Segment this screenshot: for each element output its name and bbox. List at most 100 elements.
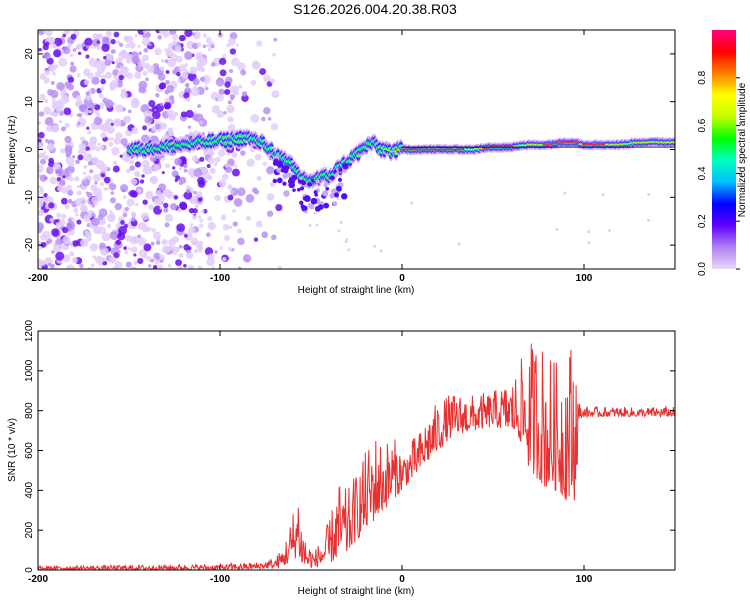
spectrogram-noise-dot [227,158,235,166]
spectrogram-noise-dot [166,109,175,117]
spectrogram-noise-dot [227,38,236,46]
spectrogram-noise-dot [95,146,101,152]
spectrogram-noise-dot [85,45,90,49]
spectrogram-noise-dot [76,219,82,225]
spectrogram-noise-dot [102,260,108,266]
spectrogram-noise-dot [185,97,191,103]
spectrogram-noise-dot [123,143,128,148]
spectrogram-noise-dot [193,168,203,178]
spectrogram-noise-dot [204,179,208,183]
spectrogram-noise-dot [329,193,335,199]
spectrogram-noise-dot [207,47,212,52]
spectrogram-noise-dot [296,187,301,192]
spectrogram-noise-dot [58,57,68,67]
spectrogram-noise-dot [300,204,305,209]
spectrogram-noise-dot [94,104,101,111]
spectrogram-noise-dot [138,86,146,94]
spectrogram-noise-dot [219,246,224,250]
spectrogram-noise-dot [207,216,213,222]
spectrogram-noise-dot [230,85,239,94]
spectrogram-x-tick-label: 0 [399,273,405,284]
spectrogram-noise-dot [250,79,257,86]
spectrogram-noise-dot [114,261,118,265]
figure-title: S126.2026.004.20.38.R03 [293,1,457,17]
spectrogram-noise-dot [197,215,202,219]
spectrogram-noise-dot [38,142,43,151]
spectrogram-noise-dot [99,164,108,172]
spectrogram-noise-dot [111,61,115,65]
spectrogram-noise-dot [172,33,179,41]
spectrogram-noise-dot [86,126,90,130]
spectrogram-y-tick-label: 10 [24,96,35,108]
spectrogram-noise-dot [130,178,138,186]
snr-y-axis-label: SNR (10 * v/v) [7,418,18,482]
spectrogram-noise-dot [231,151,238,158]
spectrogram-noise-dot [185,251,194,259]
spectrogram-noise-dot [276,160,284,168]
spectrogram-noise-dot [100,78,106,85]
spectrogram-noise-dot [69,53,74,57]
snr-x-tick-label: -100 [210,574,230,585]
spectrogram-noise-dot [38,184,41,189]
spectrogram-noise-dot [245,258,249,262]
spectrogram-noise-dot [155,93,160,98]
spectrogram-noise-dot [176,71,181,77]
spectrogram-noise-dot [276,167,282,173]
spectrogram-noise-dot [161,171,165,175]
spectrogram-noise-dot [234,164,238,168]
spectrogram-noise-dot [38,111,45,117]
spectrogram-noise-dot [135,171,139,176]
spectrogram-noise-dot [273,37,278,42]
spectrogram-noise-dot [332,201,338,206]
spectrogram-noise-dot [48,202,55,209]
spectrogram-noise-dot [187,125,192,129]
spectrogram-noise-dot [224,235,231,241]
spectrogram-y-axis-label: Frequency (Hz) [7,116,18,185]
spectrogram-noise-dot [222,223,230,231]
spectrogram-noise-dot [133,260,138,265]
spectrogram-noise-dot [277,266,283,269]
spectrogram-noise-dot [123,35,130,42]
spectrogram-noise-dot [134,71,142,79]
spectrogram-noise-dot [197,104,202,108]
spectrogram-noise-dot [67,227,72,232]
spectrogram-noise-dot [158,156,162,160]
spectrogram-noise-dot [230,187,239,196]
spectrogram-noise-dot [93,116,103,126]
spectrogram-noise-dot [299,200,304,205]
spectrogram-noise-dot [162,191,167,196]
spectrogram-noise-dot [51,102,56,106]
spectrogram-noise-dot [256,175,262,181]
spectrogram-noise-dot [45,30,53,37]
spectrogram-noise-dot [45,41,50,46]
spectrogram-noise-dot [40,158,47,165]
spectrogram-noise-dot [315,223,319,227]
spectrogram-noise-dot [92,173,102,182]
spectrogram-noise-dot [180,111,187,118]
spectrogram-noise-dot [101,173,105,178]
spectrogram-noise-dot [237,62,246,71]
spectrogram-noise-dot [206,257,215,267]
spectrogram-noise-dot [163,202,169,209]
colorbar-gradient [712,30,736,269]
spectrogram-noise-dot [555,228,559,232]
spectrogram-noise-dot [145,77,149,82]
spectrogram-noise-dot [205,232,211,238]
spectrogram-noise-dot [216,94,224,102]
spectrogram-noise-dot [165,79,170,85]
spectrogram-noise-dot [192,241,198,246]
spectrogram-noise-dot [155,240,161,245]
spectrogram-noise-dot [172,236,179,244]
spectrogram-noise-dot [55,222,61,228]
spectrogram-noise-dot [174,111,179,117]
spectrogram-noise-dot [49,176,58,185]
spectrogram-noise-dot [68,218,72,222]
spectrogram-noise-dot [99,86,105,92]
spectrogram-noise-dot [153,257,157,261]
spectrogram-noise-dot [373,244,377,248]
spectrogram-noise-dot [152,264,158,269]
spectrogram-noise-dot [130,266,137,269]
spectrogram-noise-dot [67,83,75,91]
